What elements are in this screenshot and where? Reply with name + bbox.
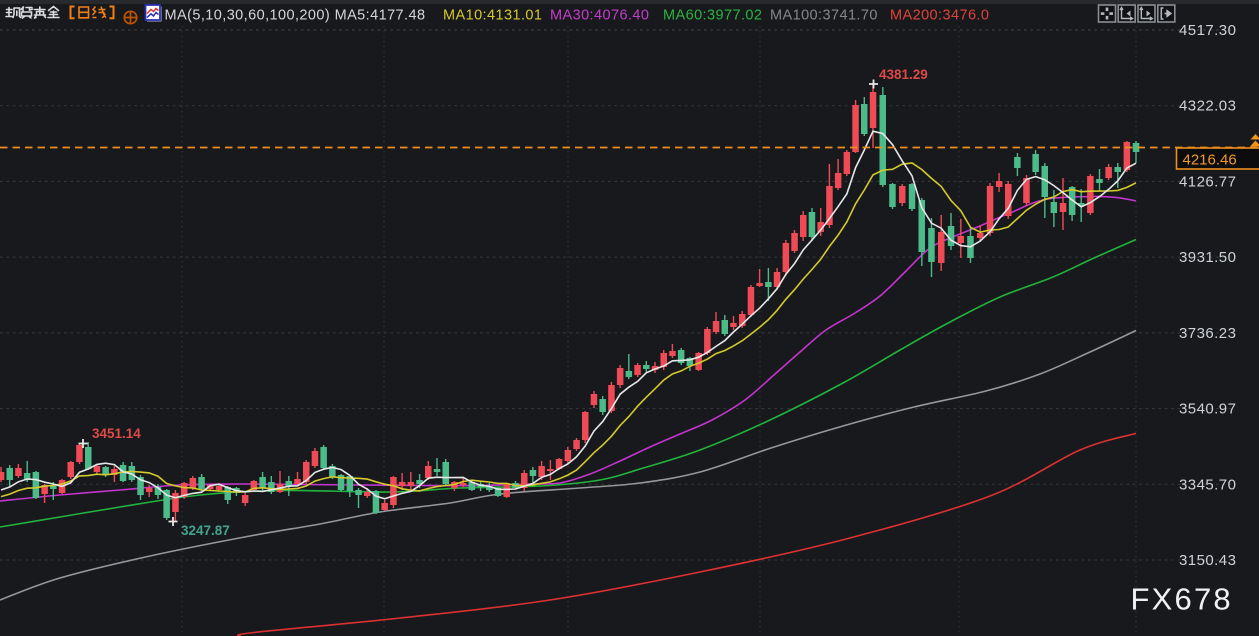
svg-text:4216.46: 4216.46 — [1183, 152, 1237, 169]
svg-text:4322.03: 4322.03 — [1179, 98, 1236, 115]
svg-text:MA60:3977.02: MA60:3977.02 — [663, 8, 762, 24]
svg-text:4381.29: 4381.29 — [879, 67, 928, 82]
svg-text:MA10:4131.01: MA10:4131.01 — [443, 8, 542, 24]
svg-text:MA100:3741.70: MA100:3741.70 — [770, 8, 878, 24]
svg-text:3150.43: 3150.43 — [1179, 552, 1236, 569]
svg-text:4517.30: 4517.30 — [1179, 22, 1236, 39]
svg-text:3345.70: 3345.70 — [1179, 476, 1236, 493]
svg-text:MA(5,10,30,60,100,200) MA5:417: MA(5,10,30,60,100,200) MA5:4177.48 — [165, 8, 426, 24]
svg-text:MA200:3476.0: MA200:3476.0 — [890, 8, 989, 24]
svg-text:3931.50: 3931.50 — [1179, 249, 1236, 266]
svg-text:3736.23: 3736.23 — [1179, 325, 1236, 342]
svg-text:3540.97: 3540.97 — [1179, 401, 1236, 418]
svg-text:3451.14: 3451.14 — [92, 426, 141, 441]
svg-text:MA30:4076.40: MA30:4076.40 — [550, 8, 649, 24]
svg-text:3247.87: 3247.87 — [181, 523, 230, 538]
svg-text:4126.77: 4126.77 — [1179, 173, 1236, 190]
svg-text:FX678: FX678 — [1131, 582, 1233, 617]
